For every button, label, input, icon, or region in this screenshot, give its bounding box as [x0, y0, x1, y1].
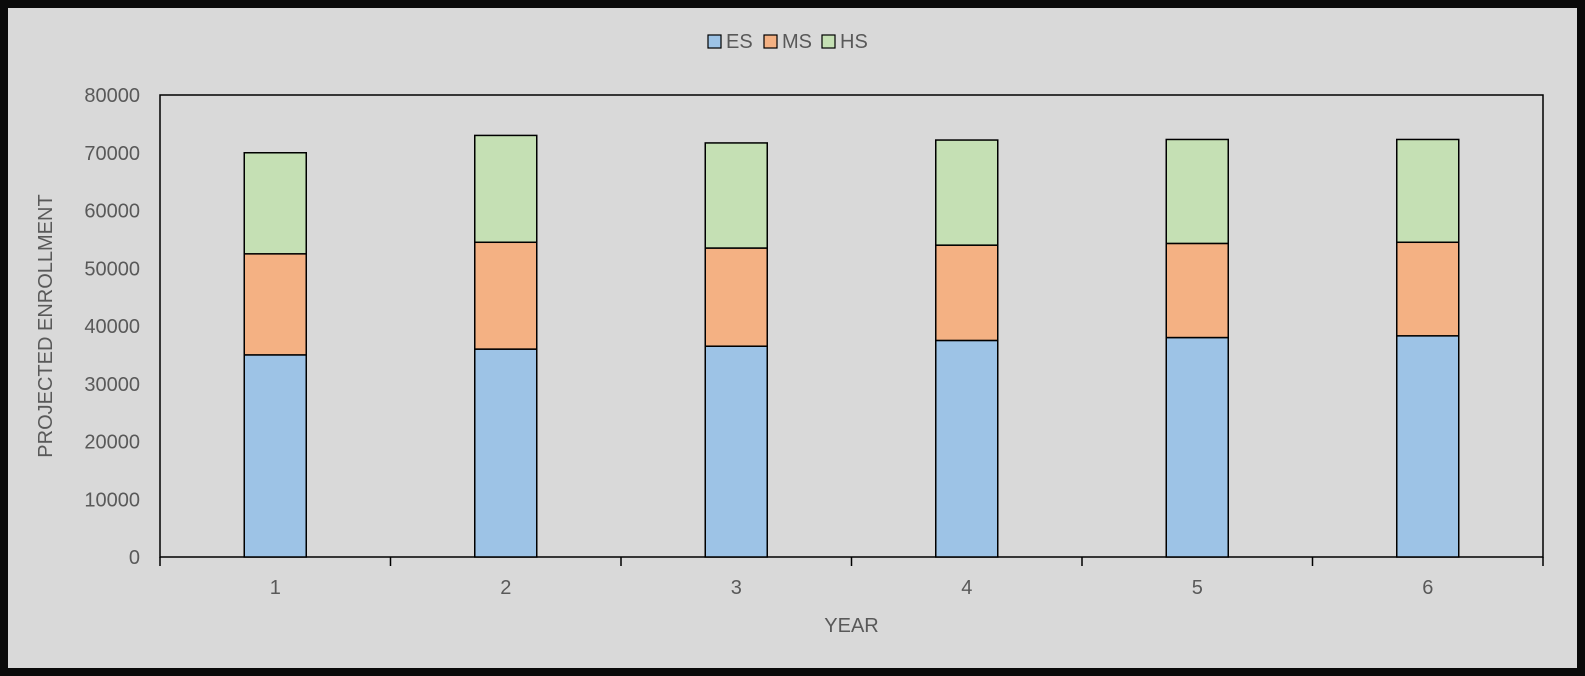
- y-axis-title: PROJECTED ENROLLMENT: [35, 194, 57, 457]
- y-tick-label: 70000: [84, 143, 140, 165]
- stacked-bar-chart: 0 10000 20000 30000 40000 50000 60000 70000 8000…: [35, 31, 1544, 637]
- bar-ms-2: [474, 241, 538, 350]
- bar-es-1: [243, 354, 307, 558]
- x-tick-label: 4: [961, 577, 972, 599]
- legend-swatch-es: [707, 34, 722, 49]
- x-tick-label: 3: [731, 577, 742, 599]
- bar-es-4: [935, 339, 999, 558]
- bar-hs-6: [1396, 138, 1460, 244]
- x-axis-title: YEAR: [824, 615, 878, 637]
- y-tick-label: 10000: [84, 489, 140, 511]
- y-tick-label: 20000: [84, 432, 140, 454]
- legend-swatch-ms: [763, 34, 778, 49]
- y-tick-label: 60000: [84, 201, 140, 223]
- bar-ms-3: [704, 247, 768, 347]
- x-tick-label: 1: [270, 577, 281, 599]
- y-tick-label: 80000: [84, 85, 140, 107]
- plot-area-border: [159, 94, 1544, 558]
- bar-es-5: [1165, 336, 1229, 558]
- bar-hs-1: [243, 152, 307, 255]
- legend-label-hs: HS: [840, 31, 868, 53]
- y-tick-label: 0: [129, 547, 140, 569]
- bar-hs-3: [704, 142, 768, 249]
- x-tick-label: 6: [1422, 577, 1433, 599]
- bar-ms-6: [1396, 241, 1460, 337]
- y-tick-label: 50000: [84, 258, 140, 280]
- bar-ms-4: [935, 244, 999, 342]
- bar-es-3: [704, 345, 768, 558]
- bar-es-2: [474, 348, 538, 558]
- bar-hs-5: [1165, 138, 1229, 245]
- bar-ms-1: [243, 253, 307, 356]
- bar-hs-2: [474, 134, 538, 244]
- y-tick-label: 30000: [84, 374, 140, 396]
- legend-label-es: ES: [726, 31, 753, 53]
- x-tick-label: 2: [500, 577, 511, 599]
- bar-ms-5: [1165, 242, 1229, 339]
- legend-label-ms: MS: [782, 31, 812, 53]
- bar-hs-4: [935, 139, 999, 246]
- y-tick-label: 40000: [84, 316, 140, 338]
- legend-swatch-hs: [821, 34, 836, 49]
- x-tick-label: 5: [1192, 577, 1203, 599]
- bar-es-6: [1396, 335, 1460, 558]
